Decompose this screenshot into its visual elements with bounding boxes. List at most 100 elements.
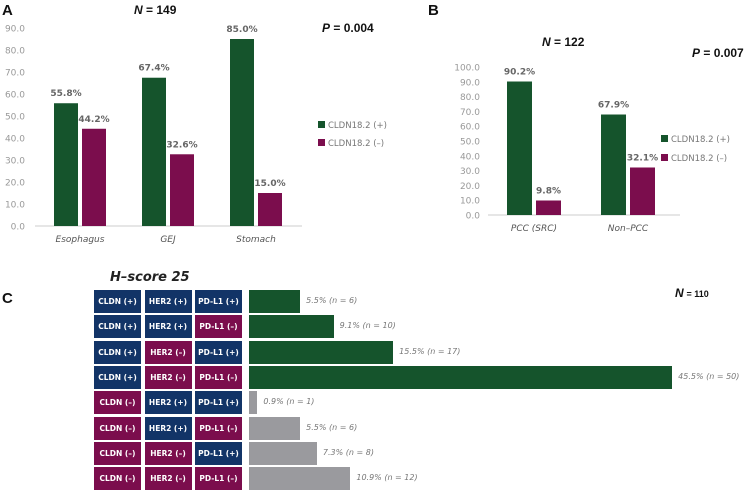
x-tick-label: Stomach xyxy=(236,235,276,245)
y-tick-label: 50.0 xyxy=(5,113,25,123)
y-tick-label: 20.0 xyxy=(5,179,25,189)
y-tick-label: 0.0 xyxy=(466,212,481,222)
y-tick-label: 90.0 xyxy=(460,78,480,88)
marker-cell: PD-L1 (–) xyxy=(195,365,242,389)
marker-cell: HER2 (–) xyxy=(144,340,192,364)
y-tick-label: 50.0 xyxy=(460,138,480,148)
marker-cell: PD-L1 (–) xyxy=(195,467,242,491)
data-label: 5.5% (n = 6) xyxy=(306,296,358,305)
legend-swatch xyxy=(661,135,668,142)
marker-cell: CLDN (+) xyxy=(94,340,141,364)
chart-c: CLDN (+) HER2 (+) PD-L1 (+) 5.5% (n = 6) CLD… xyxy=(0,285,753,495)
marker-cell: PD-L1 (+) xyxy=(195,441,242,465)
bar-positive xyxy=(142,77,166,226)
data-label: 85.0% xyxy=(226,25,257,35)
bar-negative xyxy=(536,200,561,215)
y-tick-label: 10.0 xyxy=(5,201,25,211)
y-tick-label: 40.0 xyxy=(460,152,480,162)
marker-cell: CLDN (–) xyxy=(94,467,141,491)
n-label-c: N = 110 xyxy=(675,286,709,300)
marker-cell: HER2 (–) xyxy=(144,441,192,465)
bar-negative xyxy=(630,167,655,215)
marker-cell: PD-L1 (–) xyxy=(195,315,242,339)
y-tick-label: 60.0 xyxy=(460,123,480,133)
chart-b: 0.0 10.0 20.0 30.0 40.0 50.0 60.0 70.0 80.0 90.0 1… xyxy=(454,64,730,235)
data-label: 15.5% (n = 17) xyxy=(399,346,461,356)
y-tick-label: 100.0 xyxy=(454,64,480,74)
marker-cell: PD-L1 (+) xyxy=(195,290,242,313)
data-label: 15.0% xyxy=(254,179,285,189)
marker-cell: CLDN (+) xyxy=(94,365,141,389)
marker-cell: CLDN (–) xyxy=(94,391,141,415)
marker-cell: HER2 (+) xyxy=(144,416,192,440)
y-tick-label: 70.0 xyxy=(5,69,25,79)
data-label: 10.9% (n = 12) xyxy=(356,473,418,483)
legend-label: CLDN18.2 (+) xyxy=(328,121,387,131)
p-value-a: P = 0.004 xyxy=(322,21,374,35)
y-tick-label: 90.0 xyxy=(5,25,25,35)
data-label: 67.9% xyxy=(598,101,629,111)
marker-cell: CLDN (+) xyxy=(94,315,141,339)
data-label: 32.6% xyxy=(166,140,197,150)
bar-positive xyxy=(54,103,78,226)
marker-cell: HER2 (+) xyxy=(144,315,192,339)
x-tick-label: PCC (SRC) xyxy=(511,224,557,234)
bar-positive xyxy=(507,81,532,215)
marker-cell: PD-L1 (+) xyxy=(195,340,242,364)
data-label: 90.2% xyxy=(504,68,535,78)
marker-cell: HER2 (–) xyxy=(144,365,192,389)
panel-label-a: A xyxy=(2,2,13,19)
marker-cell: HER2 (+) xyxy=(144,391,192,415)
n-label-a: N = 149 xyxy=(134,3,177,17)
x-tick-label: GEJ xyxy=(160,235,176,245)
bar-positive xyxy=(601,114,626,215)
bar xyxy=(249,467,351,491)
data-label: 9.8% xyxy=(536,186,561,196)
y-tick-label: 40.0 xyxy=(5,135,25,145)
marker-cell: CLDN (–) xyxy=(94,416,141,440)
bar-negative xyxy=(170,154,194,226)
bar-negative xyxy=(258,193,282,226)
bar xyxy=(249,416,301,440)
y-tick-label: 70.0 xyxy=(460,108,480,118)
bar xyxy=(249,441,317,465)
y-tick-label: 30.0 xyxy=(460,167,480,177)
marker-cell: PD-L1 (+) xyxy=(195,391,242,415)
legend-swatch xyxy=(661,154,668,161)
data-label: 45.5% (n = 50) xyxy=(678,371,740,381)
panel-label-b: B xyxy=(428,2,439,19)
bar xyxy=(249,365,673,389)
bar-positive xyxy=(230,39,254,226)
data-label: 55.8% xyxy=(50,89,81,99)
data-label: 67.4% xyxy=(138,64,169,74)
legend-label: CLDN18.2 (–) xyxy=(671,154,727,164)
legend-swatch xyxy=(318,121,325,128)
data-label: 0.9% (n = 1) xyxy=(263,397,315,407)
y-tick-label: 30.0 xyxy=(5,157,25,167)
data-label: 44.2% xyxy=(78,115,109,125)
bar xyxy=(249,315,334,339)
marker-cell: HER2 (–) xyxy=(144,467,192,491)
n-label-b: N = 122 xyxy=(542,35,585,49)
bar xyxy=(249,290,301,313)
p-value-b: P = 0.007 xyxy=(692,46,744,60)
bar xyxy=(249,340,394,364)
bar-negative xyxy=(82,128,106,226)
marker-cell: PD-L1 (–) xyxy=(195,416,242,440)
y-tick-label: 20.0 xyxy=(460,182,480,192)
marker-cell: CLDN (+) xyxy=(94,290,141,313)
data-label: 5.5% (n = 6) xyxy=(306,422,358,432)
y-tick-label: 80.0 xyxy=(460,93,480,103)
y-tick-label: 0.0 xyxy=(11,223,26,233)
data-label: 32.1% xyxy=(627,153,658,163)
legend-swatch xyxy=(318,139,325,146)
x-tick-label: Esophagus xyxy=(56,235,105,245)
chart-a: 0.0 10.0 20.0 30.0 40.0 50.0 60.0 70.0 80.0 90.0 5… xyxy=(5,25,387,246)
y-tick-label: 10.0 xyxy=(460,197,480,207)
x-tick-label: Non–PCC xyxy=(608,224,649,234)
y-tick-label: 60.0 xyxy=(5,91,25,101)
chart-title-c: H–score 25 xyxy=(110,270,190,285)
legend-label: CLDN18.2 (–) xyxy=(328,139,384,149)
panel-label-c: C xyxy=(2,290,13,307)
legend-label: CLDN18.2 (+) xyxy=(671,135,730,145)
